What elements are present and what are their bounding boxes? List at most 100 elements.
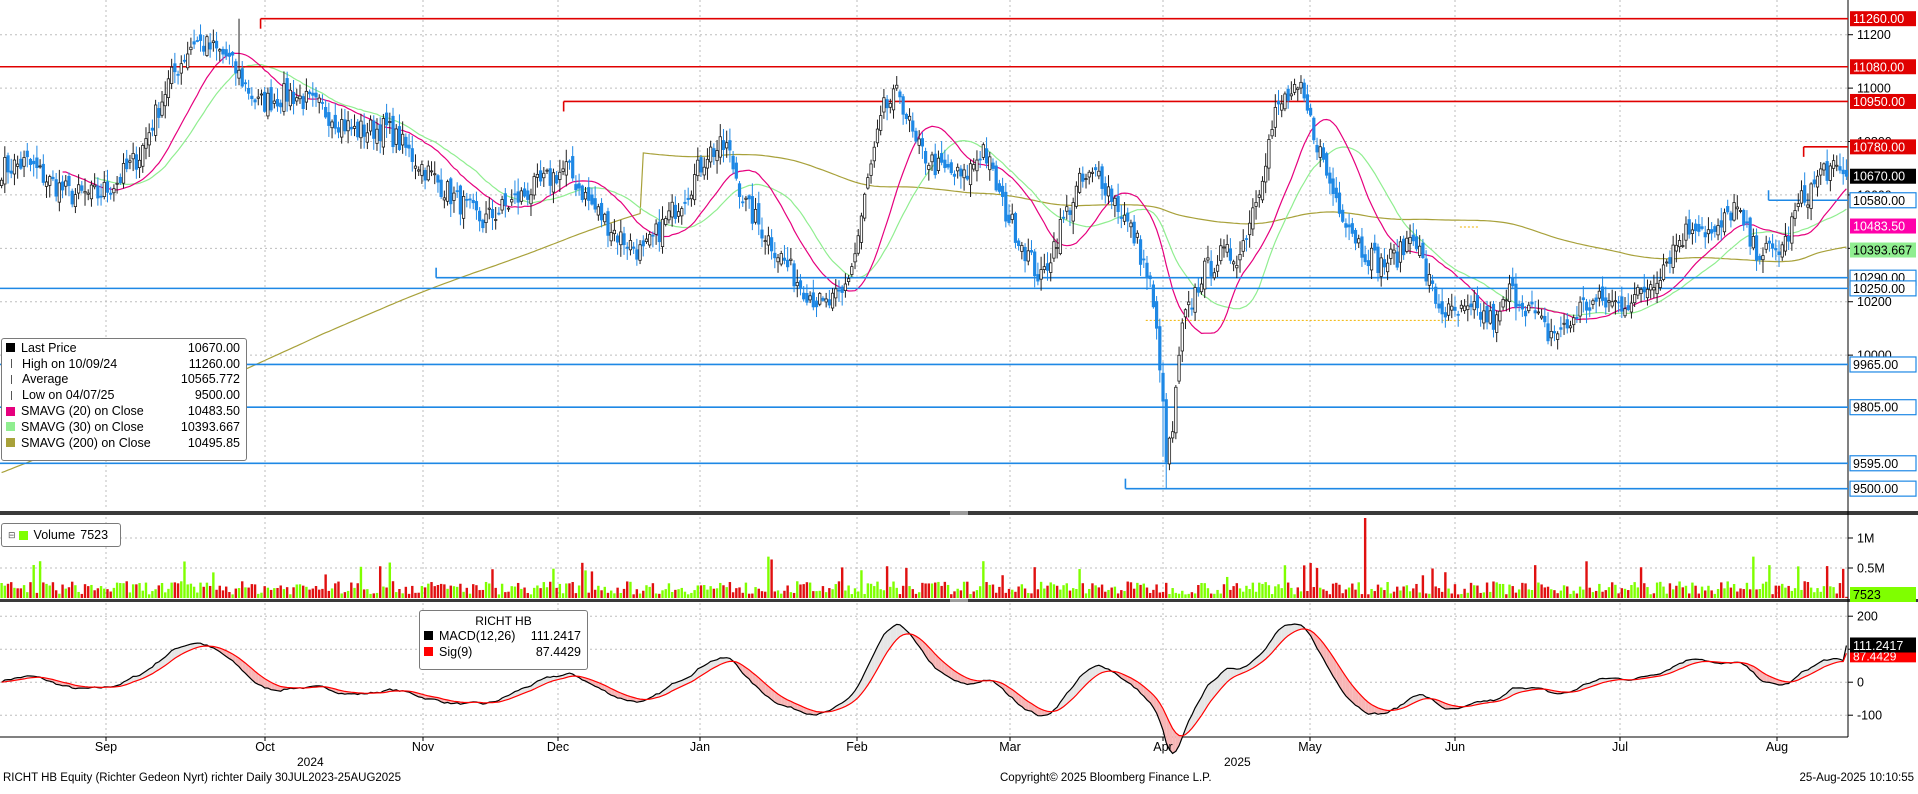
candle-body (706, 159, 708, 168)
volume-bar (725, 587, 727, 598)
candle-body (408, 145, 410, 148)
candle-body (658, 222, 660, 242)
candle-body (369, 120, 371, 131)
candle-body (459, 186, 461, 214)
candle-body (1787, 236, 1789, 241)
candle-body (145, 139, 147, 149)
candle-body (263, 92, 265, 111)
candle-body (1479, 312, 1481, 319)
candle-body (507, 208, 509, 209)
volume-bar (1457, 594, 1459, 598)
candle-body (1608, 301, 1610, 303)
candle-body (411, 149, 413, 162)
candle-body (466, 199, 468, 200)
volume-bar (299, 584, 301, 598)
volume-bar (1303, 565, 1305, 598)
volume-bar (241, 581, 243, 598)
volume-bar (1418, 592, 1420, 598)
volume-bar (16, 588, 18, 598)
volume-bar (257, 594, 259, 598)
volume-bar (1053, 584, 1055, 598)
candle-body (719, 137, 721, 157)
candle-body (629, 240, 631, 249)
candle-body (886, 100, 888, 108)
volume-bar (1531, 590, 1533, 598)
candle-body (469, 199, 471, 200)
candle-body (126, 159, 128, 169)
candle-body (1524, 311, 1526, 316)
candle-body (610, 232, 612, 240)
candle-body (767, 236, 769, 245)
volume-bar (1367, 594, 1369, 598)
volume-bar (29, 582, 31, 598)
candle-body (1309, 108, 1311, 115)
volume-bar (976, 590, 978, 598)
volume-bar (565, 583, 567, 598)
volume-bar (45, 584, 47, 598)
volume-bar (1476, 586, 1478, 598)
candle-body (97, 186, 99, 198)
macd-axis-label: -100 (1857, 709, 1882, 723)
price-label: 10670.00 (1853, 170, 1905, 184)
candle-body (1117, 196, 1119, 211)
candle-body (1332, 179, 1334, 194)
candle-body (142, 145, 144, 166)
volume-legend-toggle[interactable]: ⊟ (8, 530, 16, 541)
candle-body (953, 174, 955, 176)
candle-body (318, 98, 320, 102)
candle-body (1759, 256, 1761, 259)
candle-body (819, 294, 821, 305)
volume-bar (1123, 591, 1125, 598)
candle-body (1072, 203, 1074, 222)
candle-body (1181, 323, 1183, 351)
candle-body (847, 279, 849, 282)
volume-bar (722, 585, 724, 598)
candle-body (87, 193, 89, 194)
volume-bar (1720, 582, 1722, 598)
volume-axis-label: 0.5M (1857, 562, 1885, 576)
legend-series-value: 10565.772 (175, 372, 246, 386)
volume-bar (1823, 586, 1825, 598)
candle-body (305, 91, 307, 102)
volume-bar (571, 582, 573, 598)
candle-body (918, 139, 920, 145)
candle-body (661, 219, 663, 246)
volume-bar (1155, 584, 1157, 598)
volume-bar (225, 587, 227, 598)
candle-body (1056, 247, 1058, 248)
volume-bar (1832, 587, 1834, 598)
volume-bar (1274, 586, 1276, 598)
candle-body (1200, 284, 1202, 292)
candle-body (1701, 227, 1703, 229)
candle-body (1171, 432, 1173, 438)
volume-bar (215, 590, 217, 598)
volume-bar (555, 588, 557, 598)
volume-bar (292, 587, 294, 598)
candle-body (225, 50, 227, 56)
candle-body (947, 164, 949, 167)
volume-bar (1637, 587, 1639, 598)
volume-bar (103, 589, 105, 598)
candle-body (581, 186, 583, 200)
candle-body (1685, 224, 1687, 240)
candle-body (1463, 306, 1465, 311)
volume-bar (1001, 575, 1003, 598)
candle-body (1598, 291, 1600, 298)
candle-body (1021, 245, 1023, 251)
volume-bar (610, 591, 612, 598)
candle-body (1614, 301, 1616, 302)
candle-body (71, 191, 73, 204)
volume-bar (947, 585, 949, 598)
volume-bar (417, 593, 419, 598)
volume-bar (774, 591, 776, 598)
candle-body (1714, 227, 1716, 232)
volume-bar (1701, 587, 1703, 598)
candle-body (1653, 288, 1655, 290)
candle-body (533, 177, 535, 195)
volume-bar (132, 584, 134, 598)
volume-bar (1213, 594, 1215, 598)
volume-legend-label: Volume (34, 528, 76, 542)
candle-body (1556, 334, 1558, 340)
volume-bar (1383, 590, 1385, 598)
